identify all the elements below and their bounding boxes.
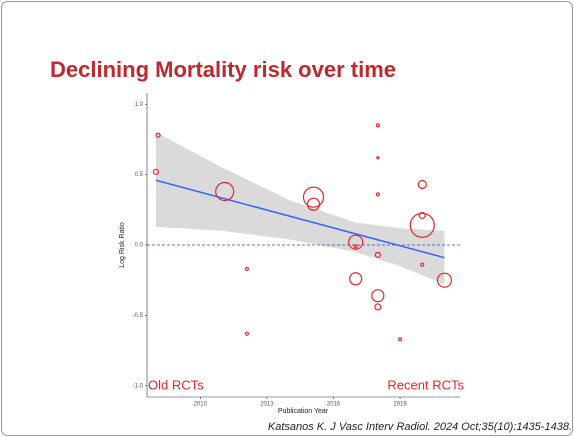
x-tick-label: 2016 [327,402,341,408]
data-point [244,331,249,336]
data-point [375,192,380,197]
x-tick-label: 2010 [194,402,208,408]
annotation: Old RCTs [148,377,204,392]
y-tick-label: -1.0 [133,383,144,389]
slide-title: Declining Mortality risk over time [50,57,396,82]
data-point [371,289,385,303]
data-point [418,211,426,220]
data-point [436,272,453,288]
data-point [409,212,435,238]
data-point [374,251,381,258]
y-axis-label: Log Risk Ratio [119,222,126,268]
data-point [376,156,380,160]
data-point [215,181,235,202]
data-point [375,123,380,128]
data-point [306,197,321,211]
data-point [152,168,159,175]
x-tick-label: 2019 [393,402,407,408]
data-point [349,272,363,286]
regression-line [155,179,445,259]
data-point [420,262,425,267]
data-point [417,179,427,190]
data-point [397,337,403,342]
annotation: Recent RCTs [387,377,464,392]
y-tick-label: 0.5 [135,172,144,178]
y-tick-label: 0.0 [135,243,144,249]
data-point [244,266,249,272]
citation: Katsanos K. J Vasc Interv Radiol. 2024 O… [268,421,572,433]
y-tick-label: -0.5 [133,313,144,319]
data-point [353,244,358,249]
data-point [348,234,364,250]
data-point [374,303,382,311]
y-tick-label: 1.0 [135,102,144,108]
data-point [155,132,161,138]
x-axis-label: Publication Year [278,408,329,415]
data-point [302,186,325,208]
x-tick-label: 2013 [260,402,274,408]
confidence-band [155,132,445,285]
